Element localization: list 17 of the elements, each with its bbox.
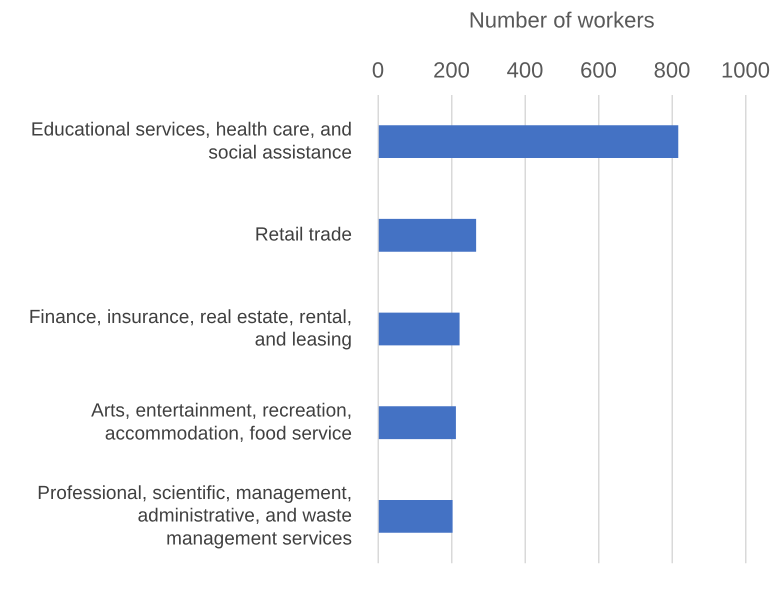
y-tick-label: Educational services, health care, and social assistance xyxy=(30,119,352,164)
bar xyxy=(378,218,476,252)
x-tick-label: 600 xyxy=(580,58,617,83)
x-axis-title: Number of workers xyxy=(468,7,655,32)
y-tick-label: Professional, scientific, management, administrative, and waste management services xyxy=(37,482,352,550)
bar xyxy=(378,500,453,533)
y-tick-label: Arts, entertainment, recreation, accommodation, food service xyxy=(91,400,352,444)
x-tick-label: 400 xyxy=(506,58,544,83)
x-tick-label: 0 xyxy=(372,58,384,83)
x-tick-label: 200 xyxy=(433,58,470,83)
x-tick-label: 1000 xyxy=(721,58,770,83)
y-tick-label: Retail trade xyxy=(254,224,352,246)
bar xyxy=(378,312,460,346)
bar xyxy=(378,406,456,440)
x-tick-label: 800 xyxy=(654,58,690,83)
y-tick-label: Finance, insurance, real estate, rental, and leasing xyxy=(28,306,352,351)
bar xyxy=(378,125,678,158)
